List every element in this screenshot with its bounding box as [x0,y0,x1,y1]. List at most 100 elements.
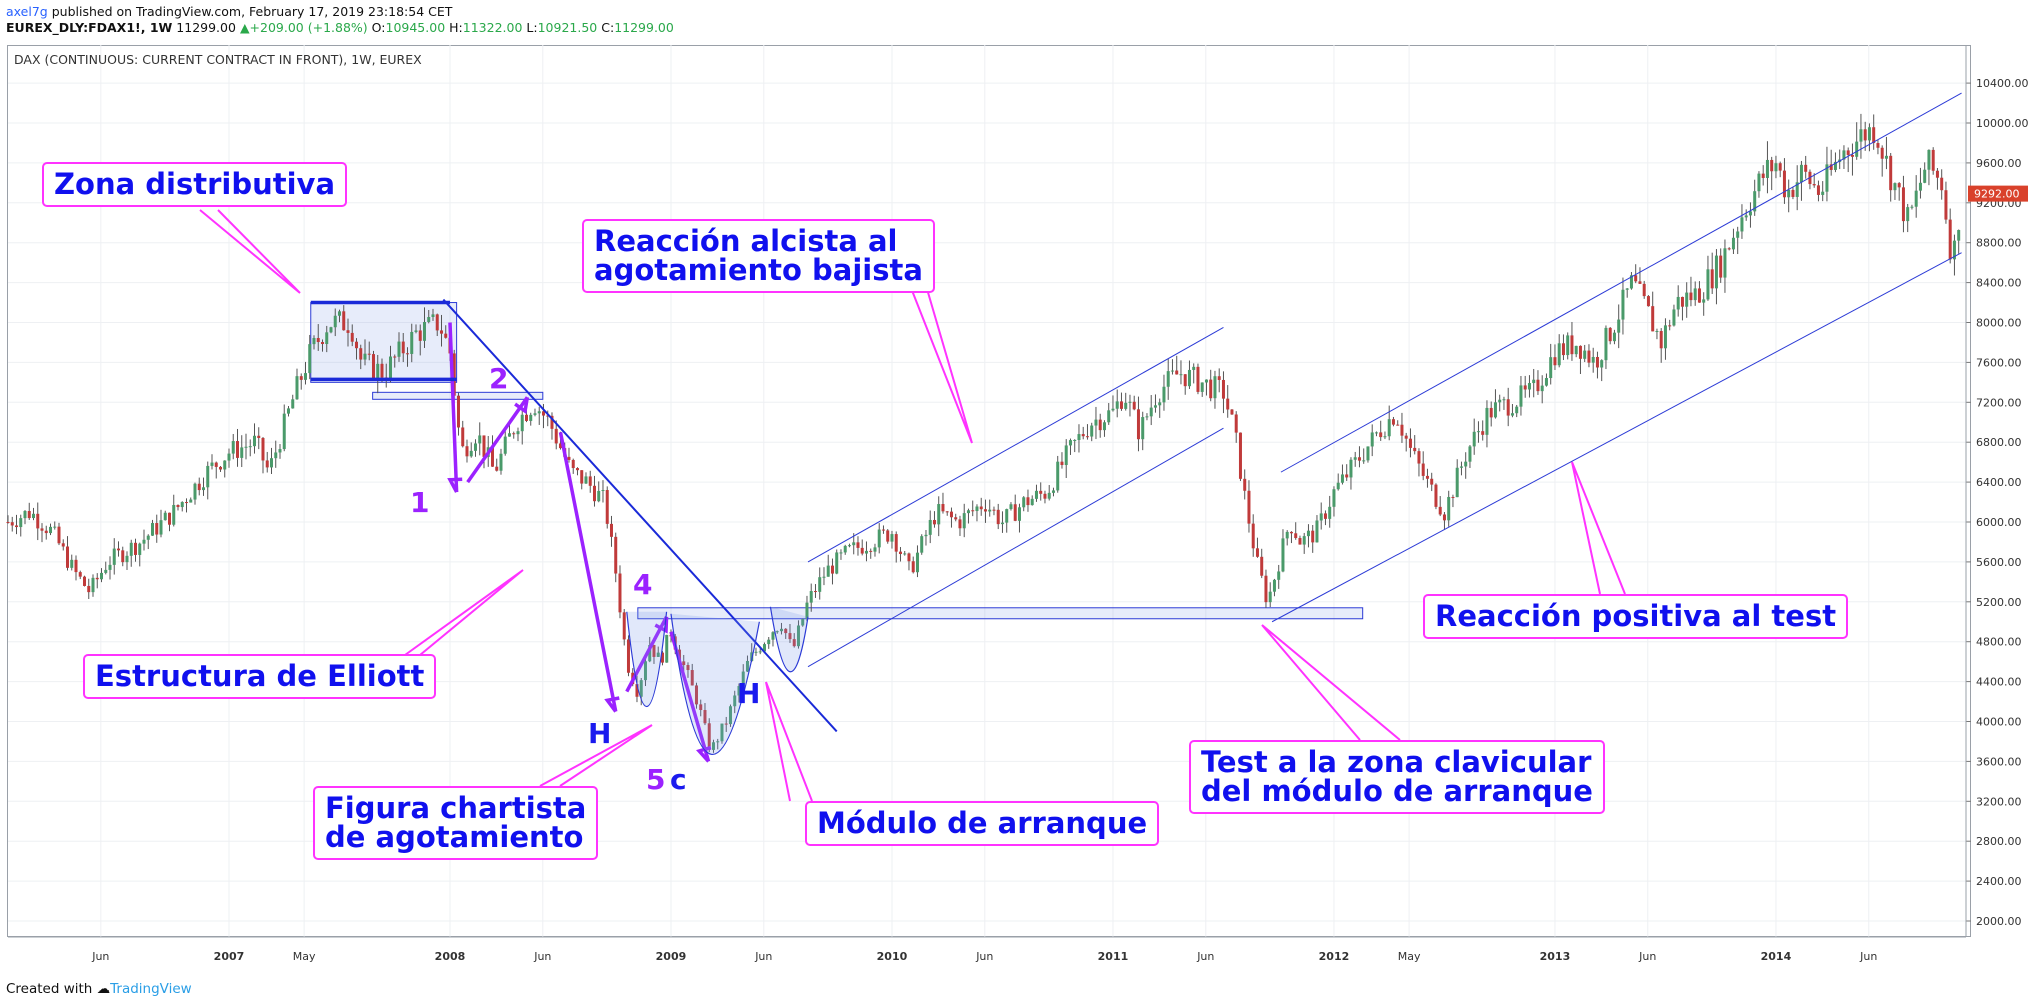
candle-body [546,415,550,417]
candle-body [363,353,367,360]
candle-body [414,330,418,332]
candle-body [758,651,762,653]
candle-body [1702,299,1706,303]
candle-body [19,518,23,528]
candle-body [1149,407,1153,417]
candle-body [490,447,494,467]
candle-body [1451,496,1455,498]
candle-body [1791,189,1795,197]
shoulder-label-right: H [737,677,761,710]
candle-body [291,399,295,409]
candle-body [1175,370,1179,375]
y-tick-label: 3200.00 [1976,795,2022,808]
neckline-zone [637,607,1364,620]
candle-body [1608,327,1612,342]
candle-body [1268,591,1272,603]
candle-body [979,506,983,510]
footer: Created with ☁TradingView [6,981,192,997]
y-tick-label: 6800.00 [1976,436,2022,449]
candle-body [1880,147,1884,159]
candle-body [716,741,720,743]
candle-body [129,542,133,556]
x-tick-label: 2008 [435,950,466,963]
candle-body [70,559,74,568]
high-value: 11322.00 [462,20,523,35]
candle-body [201,487,205,491]
candle-body [890,534,894,542]
candle-body [1238,432,1242,479]
x-tick-label: 2007 [214,950,245,963]
low-value: 10921.50 [537,20,598,35]
candle-body [1765,159,1769,178]
candle-body [189,499,193,503]
candle-body [648,644,652,662]
candle-body [1447,496,1451,521]
candle-body [1944,190,1948,220]
candle-body [10,522,14,526]
candle-body [711,742,715,750]
chart-header: axel7g published on TradingView.com, Feb… [6,4,674,36]
candle-body [945,511,949,513]
candle-body [1068,440,1072,446]
candle-body [1952,240,1956,260]
candle-body [992,509,996,511]
candle-body [308,344,312,374]
candle-body [1145,416,1149,418]
candle-body [44,530,48,534]
price-change: ▲+209.00 (+1.88%) [239,20,368,35]
candle-body [1799,164,1803,183]
author-link[interactable]: axel7g [6,4,48,19]
candle-body [762,644,766,652]
candle-body [214,462,218,467]
x-tick-label: Jun [1859,950,1877,963]
candle-body [503,436,507,454]
y-tick-label: 4400.00 [1976,676,2022,689]
candle-body [176,504,180,508]
candle-body [1774,163,1778,172]
candle-body [1561,343,1565,356]
candle-body [1370,432,1374,447]
candle-body [312,338,316,345]
x-tick-label: May [1398,950,1421,963]
candle-body [796,625,800,647]
candle-body [1595,356,1599,368]
candle-body [138,543,142,555]
candle-body [1906,207,1910,222]
candle-body [1183,374,1187,387]
candle-body [512,433,516,435]
candle-body [558,443,562,449]
candle-body [1697,288,1701,303]
candle-body [809,591,813,603]
candle-body [461,427,465,447]
candle-body [894,534,898,552]
candle-body [877,529,881,548]
x-tick-label: Jun [754,950,772,963]
candle-body [1859,129,1863,142]
candle-body [295,376,299,400]
pointer-figura [539,724,653,787]
candle-body [554,428,558,444]
candle-body [269,458,273,468]
candle-body [1570,335,1574,355]
candle-body [1706,269,1710,300]
candle-body [1060,461,1064,466]
candle-body [622,612,626,640]
candle-body [1332,489,1336,507]
channel-upper-2011 [1280,92,1962,473]
candle-body [1872,127,1876,144]
candle-body [1396,424,1400,426]
candle-body [1889,155,1893,191]
candle-body [983,509,987,512]
footer-brand[interactable]: TradingView [110,981,192,997]
shoulder-left-arc [626,611,668,707]
candle-body [1319,513,1323,521]
candle-body [1855,141,1859,157]
candle-body [1391,419,1395,425]
candle-body [1604,327,1608,361]
shoulder-right-arc [769,606,809,673]
candle-body [920,536,924,553]
candle-body [1549,357,1553,379]
candle-body [227,453,231,461]
candle-body [473,443,477,451]
